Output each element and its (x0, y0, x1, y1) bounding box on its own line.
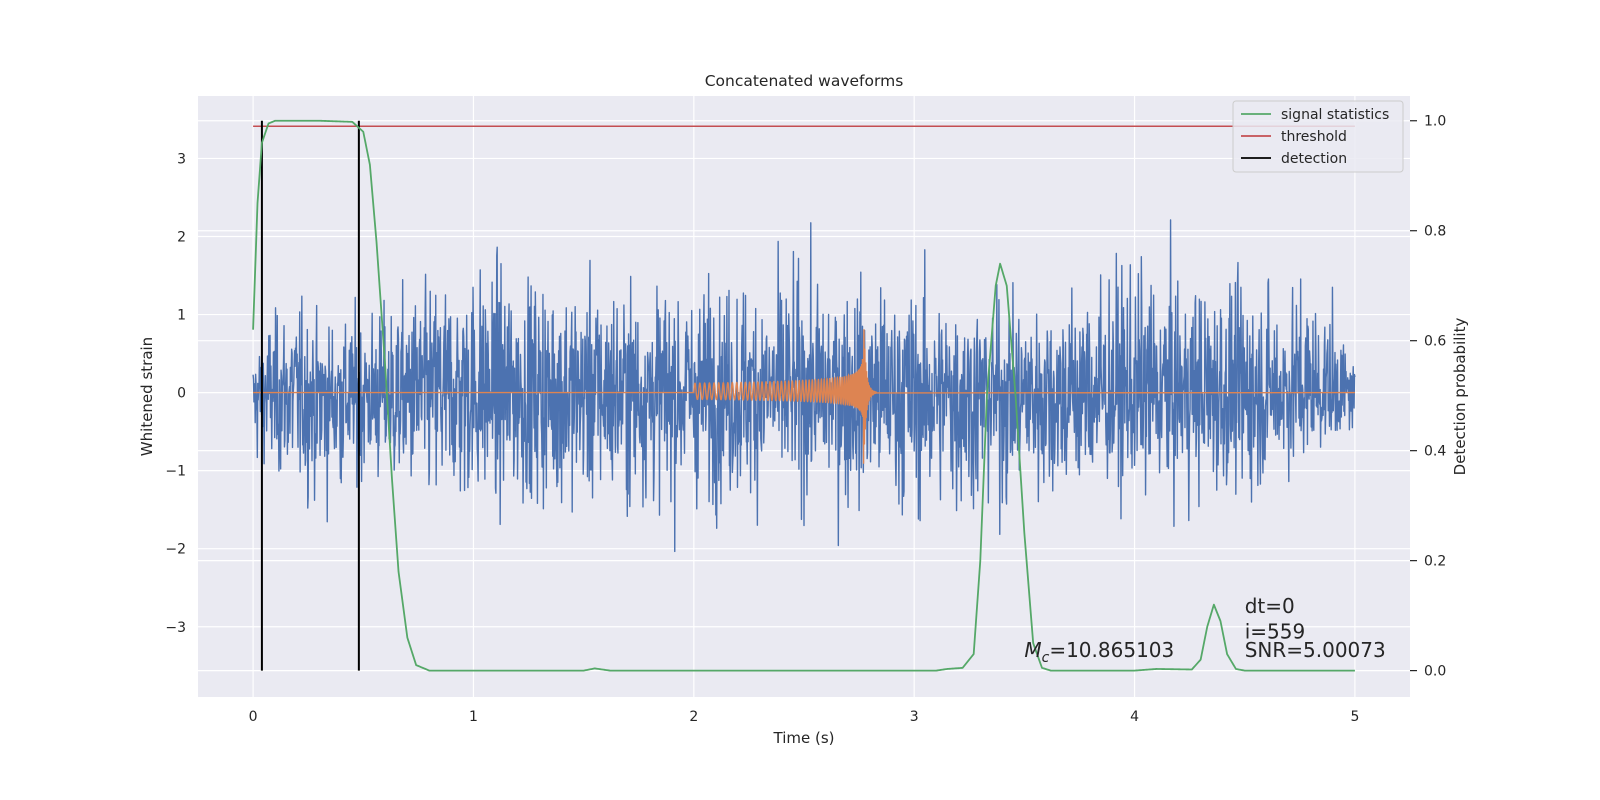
chirp-waveform-line (253, 329, 1355, 464)
annotation-chirp-mass-value: =10.865103 (1049, 638, 1174, 662)
legend: signal statistics threshold detection (1232, 100, 1404, 173)
plot-content (252, 119, 1356, 672)
annotation-chirp-mass: Mc=10.865103 (1024, 638, 1174, 666)
x-tick-label: 5 (1350, 709, 1359, 725)
y2-tick-label: 0.6 (1424, 334, 1446, 350)
annotation-chirp-mass-subscript: c (1042, 650, 1050, 666)
legend-box (1232, 100, 1404, 173)
y-tick-label: −3 (165, 620, 186, 636)
y2-axis-ticks: 0.0 0.2 0.4 0.6 0.8 1.0 (1410, 114, 1446, 680)
legend-detection-label: detection (1281, 151, 1347, 167)
x-tick-label: 1 (469, 709, 478, 725)
y-tick-label: −2 (165, 542, 186, 558)
annotation-snr: SNR=5.00073 (1245, 638, 1386, 662)
y-tick-label: −1 (165, 464, 186, 480)
y2-tick-label: 1.0 (1424, 114, 1446, 130)
y2-axis-label: Detection probability (1451, 318, 1469, 476)
annotation-i: i=559 (1245, 620, 1306, 644)
legend-threshold-label: threshold (1281, 129, 1347, 145)
x-tick-label: 3 (910, 709, 919, 725)
annotation-dt: dt=0 (1245, 594, 1295, 618)
x-tick-label: 0 (249, 709, 258, 725)
chart-title: Concatenated waveforms (705, 72, 904, 90)
x-tick-label: 2 (689, 709, 698, 725)
x-axis-label: Time (s) (773, 729, 835, 747)
y2-tick-label: 0.0 (1424, 664, 1446, 680)
y-axis-ticks: −3 −2 −1 0 1 2 3 (165, 151, 186, 635)
y-tick-label: 1 (177, 308, 186, 324)
legend-signal-statistics-label: signal statistics (1281, 107, 1389, 123)
signal-statistics-line (252, 119, 1355, 672)
x-axis-ticks: 0 1 2 3 4 5 (249, 709, 1360, 725)
y2-tick-label: 0.2 (1424, 554, 1446, 570)
annotation-chirp-mass-symbol: M (1024, 638, 1041, 662)
x-tick-label: 4 (1130, 709, 1139, 725)
y-tick-label: 2 (177, 229, 186, 245)
y-tick-label: 3 (177, 151, 186, 167)
y-tick-label: 0 (177, 386, 186, 402)
whitened-strain-noise-line (252, 219, 1356, 553)
y2-tick-label: 0.8 (1424, 224, 1446, 240)
y-axis-label: Whitened strain (138, 337, 156, 456)
y2-tick-label: 0.4 (1424, 444, 1446, 460)
